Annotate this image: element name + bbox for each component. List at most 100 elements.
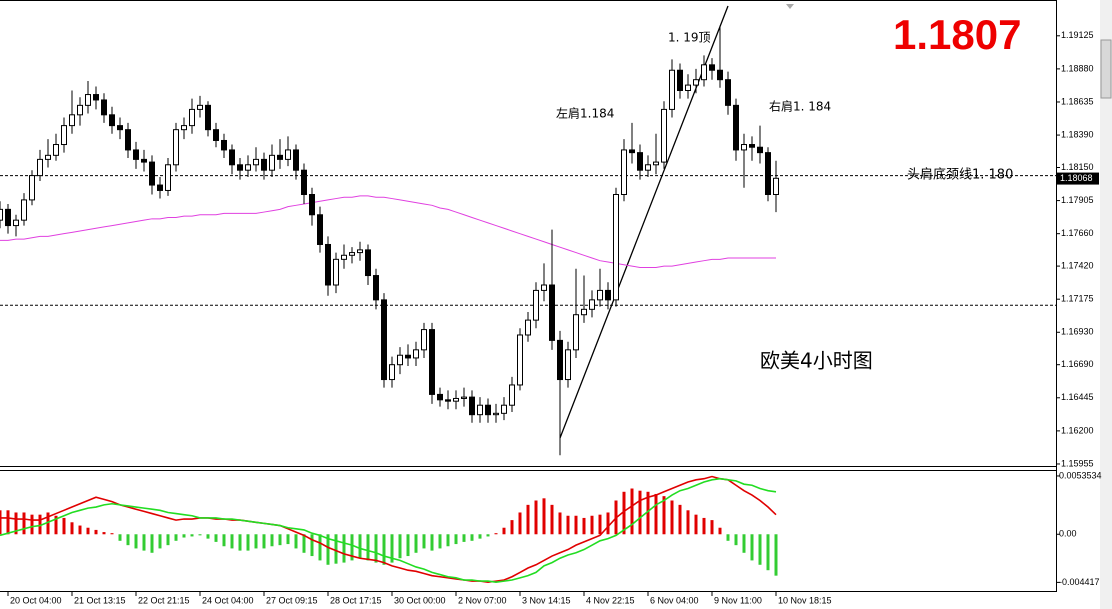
candle-body [277, 154, 283, 160]
histogram-bar [22, 512, 26, 535]
candle-body [485, 404, 491, 416]
y-tick-label: 1.16690 [1061, 359, 1094, 369]
candle-body [157, 184, 163, 191]
x-tick-label: 9 Nov 11:00 [714, 595, 762, 605]
histogram-bar [326, 534, 330, 565]
x-tick-label: 24 Oct 04:00 [202, 595, 254, 605]
histogram-bar [38, 514, 42, 535]
candle-body [5, 208, 11, 227]
candle-body [757, 146, 763, 154]
histogram-bar [14, 512, 18, 535]
scrollbar[interactable] [1100, 0, 1112, 609]
candle-body [693, 79, 699, 86]
sub-y-tick-label: -0.004417 [1059, 577, 1100, 587]
histogram-bar [30, 514, 34, 535]
histogram-bar [334, 534, 338, 564]
candle-body [445, 399, 451, 402]
candle-body [461, 396, 467, 399]
annotation: 右肩1. 184 [769, 99, 831, 114]
histogram-bar [294, 534, 298, 549]
histogram-bar [454, 534, 458, 545]
histogram-bar [598, 514, 602, 535]
annotation: 左肩1.184 [556, 106, 614, 121]
histogram-bar [166, 534, 170, 546]
candle-body [365, 249, 371, 277]
candle-body [29, 175, 35, 201]
candle-body [773, 177, 779, 196]
histogram-bar [534, 500, 538, 535]
histogram-bar [638, 490, 642, 535]
candle-body [253, 158, 259, 166]
histogram-bar [686, 510, 690, 535]
candle-body [45, 154, 51, 160]
candle-body [165, 164, 171, 191]
histogram-bar [694, 514, 698, 535]
histogram-bar [398, 534, 402, 559]
candle-body [453, 397, 459, 402]
histogram-bar [646, 491, 650, 535]
candle-body [637, 152, 643, 171]
y-tick-label: 1.18635 [1061, 96, 1094, 106]
annotation: 欧美4小时图 [760, 349, 873, 373]
candle-body [685, 84, 691, 91]
y-tick-label: 1.16445 [1061, 392, 1094, 402]
candle-body [509, 384, 515, 406]
histogram-bar [278, 534, 282, 546]
candle-body [381, 299, 387, 381]
histogram-bar [150, 534, 154, 553]
candle-body [557, 339, 563, 381]
histogram-bar [310, 534, 314, 557]
x-tick-label: 6 Nov 04:00 [650, 595, 699, 605]
y-tick-label: 1.18880 [1061, 63, 1094, 73]
histogram-bar [118, 534, 122, 541]
candle-body [645, 164, 651, 171]
candle-body [13, 219, 19, 227]
x-tick-label: 21 Oct 13:15 [74, 595, 126, 605]
y-tick-label: 1.17660 [1061, 228, 1094, 238]
histogram-bar [574, 515, 578, 535]
y-tick-label: 1.19125 [1061, 30, 1094, 40]
candle-body [205, 104, 211, 131]
candle-body [101, 99, 107, 116]
candle-body [661, 108, 667, 163]
candle-body [133, 149, 139, 160]
candle-body [501, 404, 507, 414]
last-price-box [1057, 172, 1099, 185]
candle-body [293, 149, 299, 171]
candle-body [565, 349, 571, 381]
x-tick-label: 27 Oct 09:15 [266, 595, 318, 605]
histogram-bar [670, 500, 674, 535]
candle-body [181, 125, 187, 131]
histogram-bar [494, 533, 498, 535]
candle-body [733, 104, 739, 151]
histogram-bar [510, 520, 514, 535]
y-tick-label: 1.17175 [1061, 294, 1094, 304]
candle-body [21, 199, 27, 221]
candle-body [149, 161, 155, 186]
candle-body [613, 194, 619, 301]
candle-body [229, 149, 235, 166]
candle-body [525, 319, 531, 336]
scroll-thumb[interactable] [1100, 39, 1112, 99]
ma-line [0, 195, 776, 268]
histogram-bar [550, 504, 554, 535]
histogram-bar [190, 534, 194, 537]
histogram-bar [542, 498, 546, 535]
candle-body [69, 114, 75, 127]
candle-body [109, 114, 115, 127]
histogram-bar [86, 527, 90, 535]
histogram-bar [710, 520, 714, 535]
histogram-bar [342, 534, 346, 563]
histogram-bar [302, 534, 306, 553]
histogram-bar [198, 534, 202, 536]
histogram-bar [366, 534, 370, 561]
candle-body [173, 129, 179, 166]
candle-body [469, 396, 475, 416]
histogram-bar [390, 534, 394, 563]
x-tick-label: 10 Nov 18:15 [778, 595, 832, 605]
candle-body [269, 154, 275, 171]
candle-body [413, 349, 419, 359]
histogram-bar [462, 534, 466, 542]
histogram-bar [766, 534, 770, 571]
x-tick-label: 4 Nov 22:15 [586, 595, 635, 605]
